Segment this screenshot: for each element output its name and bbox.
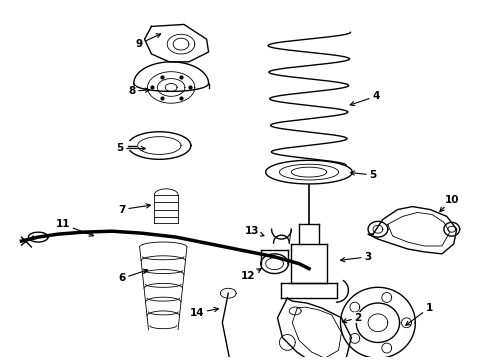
Text: 14: 14 — [190, 307, 219, 318]
Text: 9: 9 — [135, 34, 161, 49]
Text: 4: 4 — [350, 91, 380, 105]
Text: 2: 2 — [343, 313, 362, 323]
Text: 7: 7 — [118, 204, 150, 215]
Text: 11: 11 — [55, 219, 94, 236]
Text: 13: 13 — [245, 226, 264, 236]
Text: 6: 6 — [118, 269, 147, 283]
Text: 10: 10 — [440, 195, 459, 212]
Text: 1: 1 — [406, 303, 433, 325]
Text: 8: 8 — [128, 86, 149, 96]
Text: 12: 12 — [241, 269, 261, 282]
Text: 3: 3 — [341, 252, 372, 262]
Text: 5: 5 — [350, 170, 377, 180]
Text: 5: 5 — [116, 144, 146, 153]
